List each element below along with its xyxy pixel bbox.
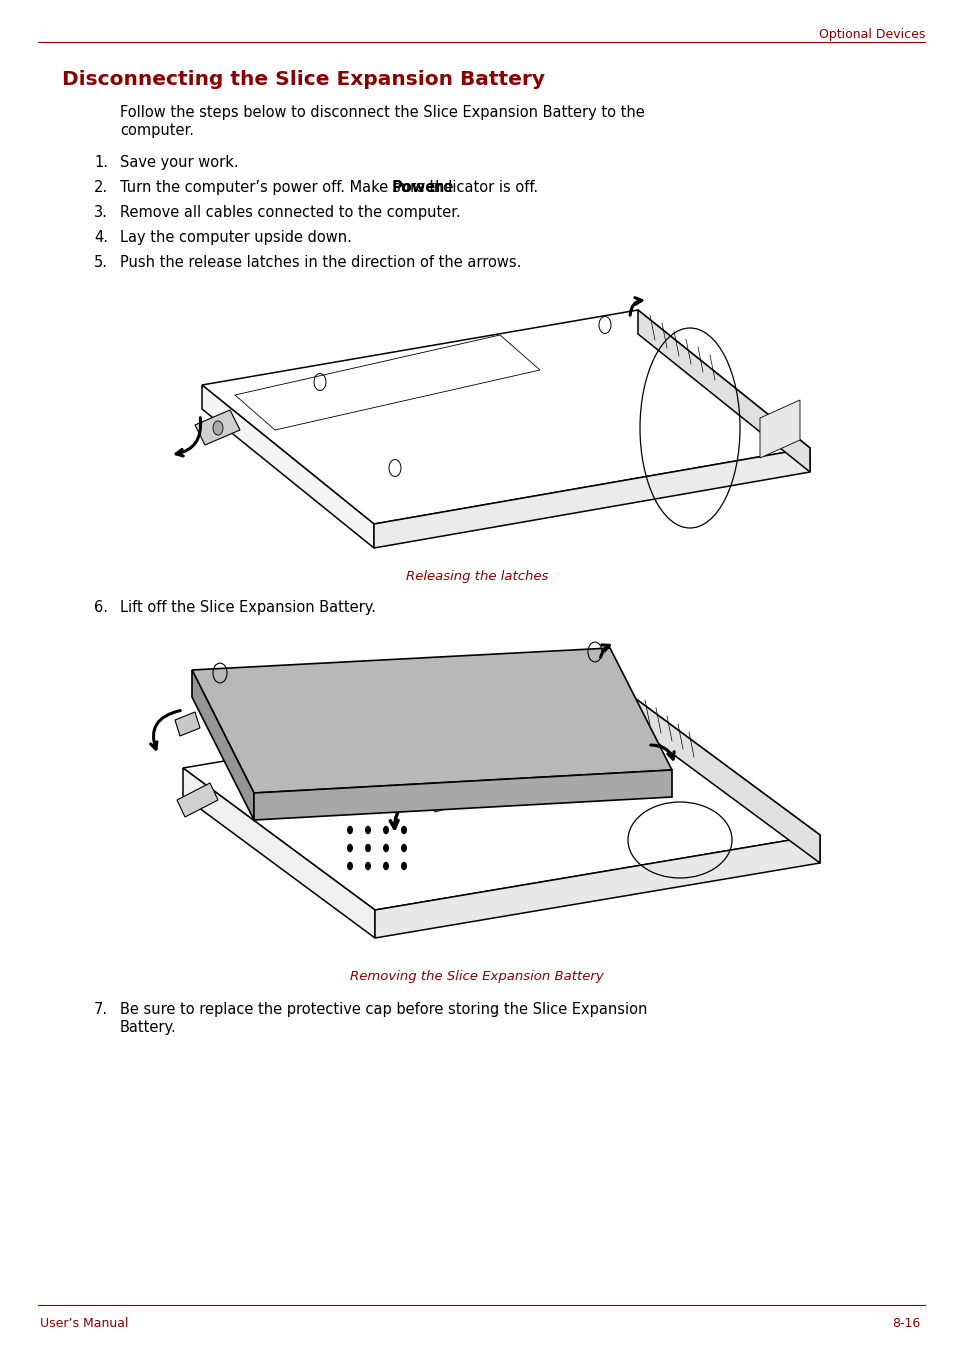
Text: Remove all cables connected to the computer.: Remove all cables connected to the compu… — [120, 205, 460, 220]
Polygon shape — [374, 449, 809, 549]
Circle shape — [365, 825, 371, 835]
Polygon shape — [627, 693, 820, 863]
Polygon shape — [183, 693, 820, 911]
Text: Optional Devices: Optional Devices — [818, 28, 924, 41]
Circle shape — [347, 825, 353, 835]
Polygon shape — [177, 784, 218, 817]
Circle shape — [347, 844, 353, 852]
Text: computer.: computer. — [120, 123, 193, 138]
Text: Lift off the Slice Expansion Battery.: Lift off the Slice Expansion Battery. — [120, 600, 375, 615]
Polygon shape — [234, 335, 539, 430]
Polygon shape — [192, 648, 671, 793]
Circle shape — [347, 862, 353, 870]
Circle shape — [213, 422, 223, 435]
Circle shape — [382, 862, 389, 870]
Polygon shape — [760, 400, 800, 458]
Circle shape — [382, 825, 389, 835]
Polygon shape — [183, 767, 375, 938]
Polygon shape — [202, 309, 809, 524]
Circle shape — [400, 844, 407, 852]
Text: 5.: 5. — [94, 255, 108, 270]
Text: Push the release latches in the direction of the arrows.: Push the release latches in the directio… — [120, 255, 521, 270]
Polygon shape — [192, 670, 253, 820]
Polygon shape — [253, 770, 671, 820]
Text: Disconnecting the Slice Expansion Battery: Disconnecting the Slice Expansion Batter… — [62, 70, 544, 89]
Text: 1.: 1. — [94, 155, 108, 170]
Circle shape — [400, 862, 407, 870]
Text: 8-16: 8-16 — [891, 1317, 919, 1329]
Text: 2.: 2. — [93, 180, 108, 195]
Text: Lay the computer upside down.: Lay the computer upside down. — [120, 230, 352, 245]
Circle shape — [365, 862, 371, 870]
Text: User’s Manual: User’s Manual — [40, 1317, 129, 1329]
Polygon shape — [638, 309, 809, 471]
Circle shape — [400, 825, 407, 835]
Text: Power: Power — [392, 180, 443, 195]
Text: Be sure to replace the protective cap before storing the Slice Expansion: Be sure to replace the protective cap be… — [120, 1002, 647, 1017]
Text: Follow the steps below to disconnect the Slice Expansion Battery to the: Follow the steps below to disconnect the… — [120, 105, 644, 120]
Polygon shape — [194, 409, 240, 444]
Text: 3.: 3. — [94, 205, 108, 220]
Circle shape — [382, 844, 389, 852]
Text: Removing the Slice Expansion Battery: Removing the Slice Expansion Battery — [350, 970, 603, 984]
Text: 4.: 4. — [94, 230, 108, 245]
Polygon shape — [174, 712, 200, 736]
Circle shape — [365, 844, 371, 852]
Text: Battery.: Battery. — [120, 1020, 176, 1035]
Text: Turn the computer’s power off. Make sure the: Turn the computer’s power off. Make sure… — [120, 180, 457, 195]
Text: 6.: 6. — [94, 600, 108, 615]
Text: Save your work.: Save your work. — [120, 155, 238, 170]
Polygon shape — [479, 730, 595, 773]
Polygon shape — [202, 385, 374, 549]
Text: Releasing the latches: Releasing the latches — [405, 570, 548, 584]
Polygon shape — [375, 835, 820, 938]
Text: 7.: 7. — [93, 1002, 108, 1017]
Polygon shape — [419, 753, 575, 812]
Text: indicator is off.: indicator is off. — [424, 180, 537, 195]
